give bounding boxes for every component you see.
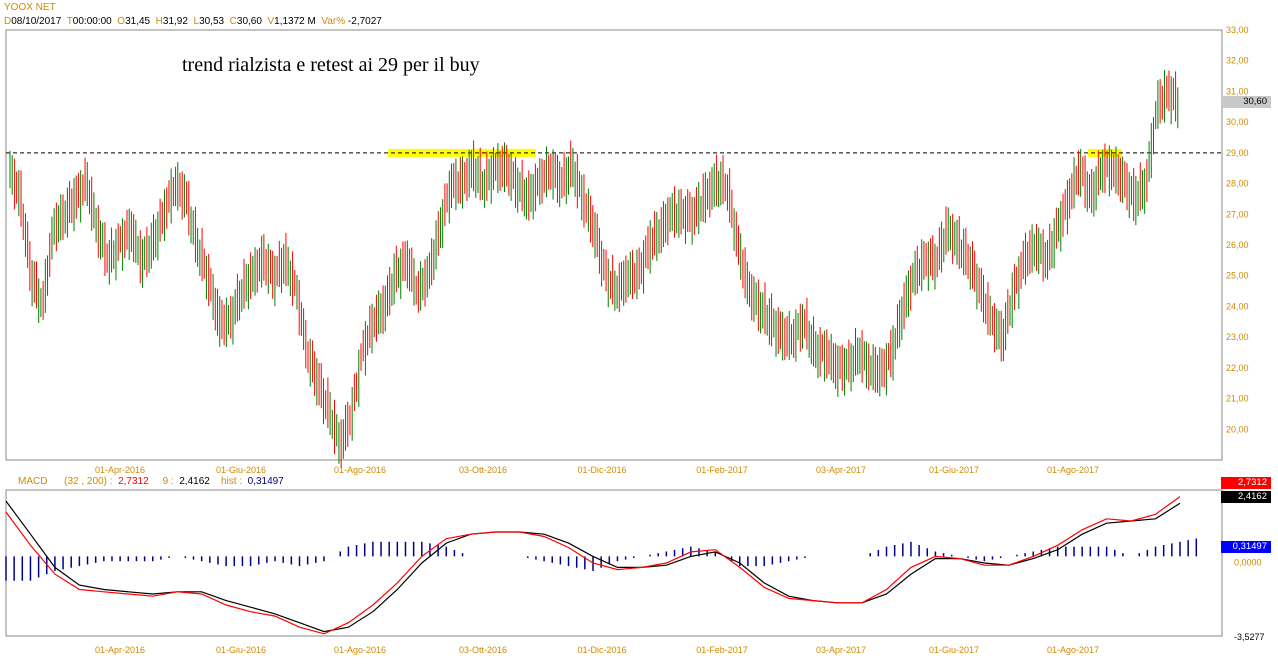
macd-x-tick-label: 01-Feb-2017 xyxy=(696,645,748,655)
macd-x-tick-label: 03-Apr-2017 xyxy=(816,645,866,655)
macd-x-tick-label: 01-Ago-2016 xyxy=(334,645,386,655)
date-label: D xyxy=(4,16,12,27)
x-tick-label: 01-Giu-2016 xyxy=(216,465,266,475)
macd-tag-signal: 2,4162 xyxy=(1221,491,1271,503)
volume-label: V xyxy=(267,16,275,27)
time-value: 00:00:00 xyxy=(72,16,112,27)
var-value: -2,7027 xyxy=(347,16,382,27)
high-value: 31,92 xyxy=(162,16,188,27)
macd-params: (32 , 200) xyxy=(64,476,107,487)
y-tick-label: 20,00 xyxy=(1226,424,1249,434)
macd-tag-macd: 2,7312 xyxy=(1221,477,1271,489)
macd-line xyxy=(5,496,1181,635)
macd-tag-hist: 0,31497 xyxy=(1221,541,1271,553)
macd-value: 2,7312 xyxy=(118,476,149,487)
close-label: C xyxy=(229,16,237,27)
ohlc-readout: D08/10/2017 T00:00:00 O31,45 H31,92 L30,… xyxy=(4,16,382,27)
close-value: 30,60 xyxy=(236,16,262,27)
macd-x-tick-label: 03-Ott-2016 xyxy=(459,645,507,655)
x-tick-label: 03-Ott-2016 xyxy=(459,465,507,475)
macd-x-tick-label: 01-Apr-2016 xyxy=(95,645,145,655)
high-label: H xyxy=(155,16,163,27)
y-tick-label: 29,00 xyxy=(1226,148,1249,158)
var-label: Var% xyxy=(321,16,346,27)
macd-bottom-label: -3,5277 xyxy=(1234,632,1265,642)
y-tick-label: 33,00 xyxy=(1226,25,1249,35)
low-value: 30,53 xyxy=(199,16,225,27)
signal-value: 2,4162 xyxy=(179,476,210,487)
x-tick-label: 01-Giu-2017 xyxy=(929,465,979,475)
macd-zero-label: 0,0000 xyxy=(1234,557,1262,567)
date-value: 08/10/2017 xyxy=(11,16,62,27)
y-tick-label: 30,00 xyxy=(1226,117,1249,127)
x-tick-label: 01-Ago-2017 xyxy=(1047,465,1099,475)
macd-panel-frame xyxy=(5,489,1223,637)
y-tick-label: 28,00 xyxy=(1226,179,1249,189)
y-tick-label: 31,00 xyxy=(1226,86,1249,96)
hist-sep: : xyxy=(239,476,243,487)
x-tick-label: 01-Dic-2016 xyxy=(577,465,626,475)
y-tick-label: 24,00 xyxy=(1226,301,1249,311)
time-label: T xyxy=(66,16,73,27)
y-tick-label: 22,00 xyxy=(1226,363,1249,373)
macd-x-tick-label: 01-Giu-2016 xyxy=(216,645,266,655)
y-tick-label: 23,00 xyxy=(1226,332,1249,342)
y-tick-label: 26,00 xyxy=(1226,240,1249,250)
signal-line xyxy=(5,500,1181,633)
low-label: L xyxy=(193,16,200,27)
y-tick-label: 27,00 xyxy=(1226,209,1249,219)
macd-params-sep: : xyxy=(109,476,113,487)
open-label: O xyxy=(117,16,126,27)
signal-sep: : xyxy=(170,476,174,487)
macd-header: MACD (32 , 200) : 2,7312 9 : 2,4162 hist… xyxy=(18,476,284,487)
last-price-tag: 30,60 xyxy=(1221,96,1271,108)
volume-value: 1,1372 M xyxy=(274,16,316,27)
macd-label: MACD xyxy=(18,476,48,487)
hist-label: hist xyxy=(220,476,237,487)
x-tick-label: 03-Apr-2017 xyxy=(816,465,866,475)
open-value: 31,45 xyxy=(125,16,151,27)
macd-x-tick-label: 01-Dic-2016 xyxy=(577,645,626,655)
macd-x-tick-label: 01-Giu-2017 xyxy=(929,645,979,655)
x-tick-label: 01-Feb-2017 xyxy=(696,465,748,475)
signal-label: 9 xyxy=(162,476,169,487)
macd-x-tick-label: 01-Ago-2017 xyxy=(1047,645,1099,655)
price-panel-frame xyxy=(5,29,1223,461)
chart-annotation: trend rialzista e retest ai 29 per il bu… xyxy=(182,54,480,76)
chart-title: YOOX NET xyxy=(4,2,56,13)
y-tick-label: 21,00 xyxy=(1226,394,1249,404)
y-tick-label: 25,00 xyxy=(1226,271,1249,281)
hist-value: 0,31497 xyxy=(247,476,284,487)
x-tick-label: 01-Apr-2016 xyxy=(95,465,145,475)
x-tick-label: 01-Ago-2016 xyxy=(334,465,386,475)
y-tick-label: 32,00 xyxy=(1226,56,1249,66)
